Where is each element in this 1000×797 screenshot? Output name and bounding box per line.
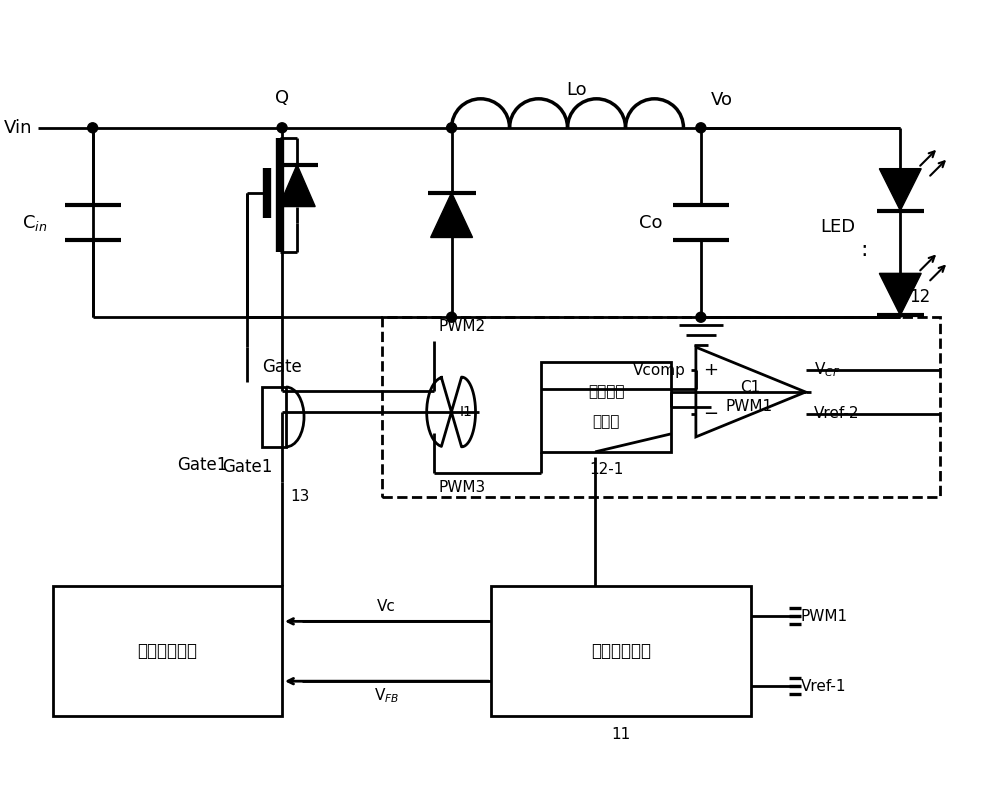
Text: Gate: Gate — [262, 358, 302, 376]
Bar — [541, 362, 671, 452]
Text: 13: 13 — [290, 489, 309, 505]
Text: 换电路: 换电路 — [592, 414, 620, 430]
Polygon shape — [431, 193, 473, 238]
Circle shape — [696, 123, 706, 133]
Text: 逻辑控制电路: 逻辑控制电路 — [137, 642, 197, 660]
Text: Gate1: Gate1 — [222, 457, 272, 476]
Bar — [53, 587, 282, 716]
Text: 调光控制电路: 调光控制电路 — [591, 642, 651, 660]
Text: 12: 12 — [909, 289, 930, 306]
Text: C$_{in}$: C$_{in}$ — [22, 213, 48, 233]
Text: Gate1: Gate1 — [177, 456, 227, 473]
Bar — [491, 587, 751, 716]
Text: Vin: Vin — [4, 119, 33, 137]
Text: +: + — [703, 361, 718, 379]
Text: :: : — [860, 240, 868, 260]
Text: V$_{CF}$: V$_{CF}$ — [814, 361, 840, 379]
Text: Vref-2: Vref-2 — [814, 406, 859, 422]
Text: I1: I1 — [460, 405, 473, 419]
Circle shape — [277, 123, 287, 133]
Text: Vref-1: Vref-1 — [801, 679, 846, 693]
Text: C1: C1 — [741, 379, 761, 395]
Text: Lo: Lo — [566, 81, 587, 99]
Text: Vc: Vc — [377, 599, 396, 614]
Text: V$_{FB}$: V$_{FB}$ — [374, 687, 399, 705]
Circle shape — [447, 312, 457, 322]
Text: LED: LED — [820, 218, 855, 236]
Text: −: − — [703, 405, 718, 423]
Text: 12-1: 12-1 — [589, 462, 623, 477]
Circle shape — [88, 123, 98, 133]
Text: Vcomp: Vcomp — [633, 363, 686, 378]
Polygon shape — [879, 169, 921, 210]
Polygon shape — [279, 165, 315, 206]
Circle shape — [696, 312, 706, 322]
Text: Co: Co — [639, 214, 663, 231]
Text: PWM2: PWM2 — [439, 319, 486, 334]
Circle shape — [447, 123, 457, 133]
Text: Vo: Vo — [711, 91, 733, 109]
Text: Q: Q — [275, 89, 289, 107]
Text: PWM1: PWM1 — [801, 609, 848, 624]
Text: PWM3: PWM3 — [439, 481, 486, 495]
Bar — [262, 387, 286, 447]
Text: PWM1: PWM1 — [726, 399, 773, 414]
Polygon shape — [879, 273, 921, 316]
Text: 占空比转: 占空比转 — [588, 384, 624, 399]
Text: 11: 11 — [611, 727, 631, 741]
